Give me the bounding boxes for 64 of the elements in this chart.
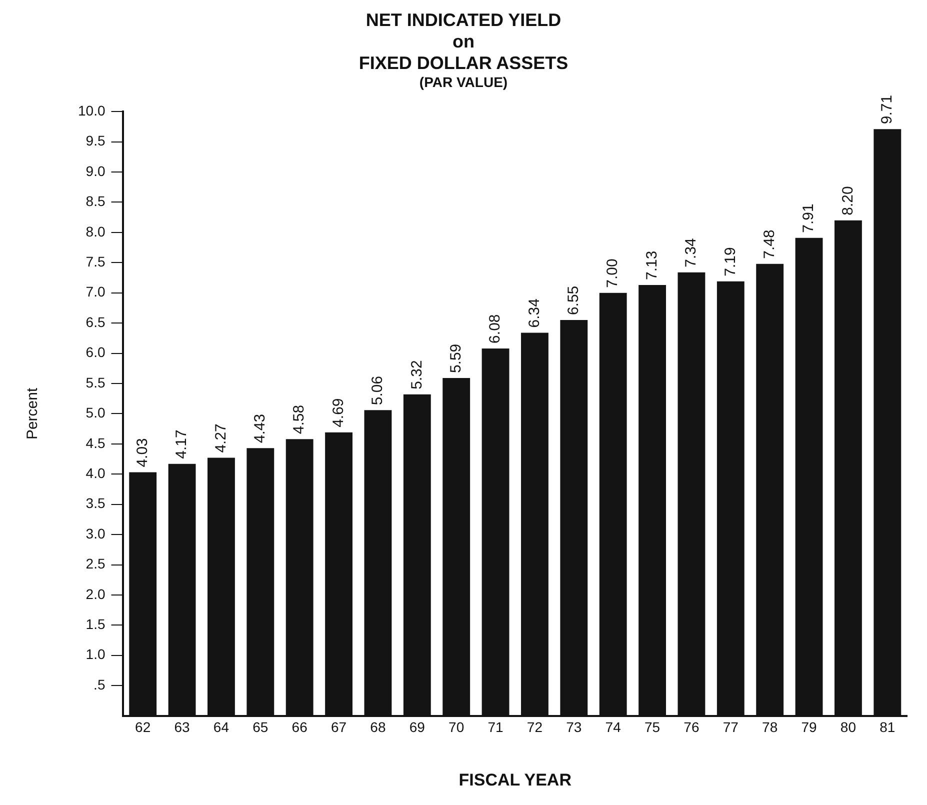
data-label: 5.59 bbox=[447, 344, 464, 374]
y-tick-label: .5 bbox=[94, 676, 106, 692]
data-label: 8.20 bbox=[839, 186, 856, 216]
x-tick-label: 78 bbox=[762, 719, 778, 736]
y-tick-label: 10.0 bbox=[78, 102, 106, 118]
chart-title: NET INDICATED YIELD on FIXED DOLLAR ASSETS bbox=[358, 10, 568, 73]
x-tick-label: 74 bbox=[605, 719, 622, 736]
x-tick-label: 81 bbox=[880, 719, 896, 736]
data-label: 7.13 bbox=[643, 250, 660, 280]
data-label: 7.91 bbox=[800, 204, 818, 233]
y-tick-label: 5.5 bbox=[86, 374, 106, 390]
x-tick-label: 63 bbox=[174, 719, 190, 736]
y-tick-label: 7.5 bbox=[86, 254, 106, 270]
data-label: 7.48 bbox=[760, 230, 778, 259]
y-tick-label: 6.5 bbox=[86, 314, 106, 330]
y-tick-label: 2.5 bbox=[86, 556, 106, 572]
data-label: 6.08 bbox=[486, 314, 504, 344]
data-label: 4.17 bbox=[173, 430, 190, 459]
data-label: 6.55 bbox=[565, 286, 582, 316]
y-tick-label: 9.5 bbox=[86, 132, 106, 149]
x-tick-label: 80 bbox=[840, 719, 856, 736]
y-tick-label: 3.5 bbox=[86, 495, 106, 512]
y-tick-label: 3.0 bbox=[86, 525, 106, 542]
y-tick-label: 9.0 bbox=[86, 162, 106, 179]
x-tick-label: 65 bbox=[252, 719, 268, 736]
x-tick-label: 69 bbox=[409, 719, 426, 736]
x-tick-label: 79 bbox=[801, 719, 818, 736]
x-tick-label: 76 bbox=[684, 719, 700, 736]
data-label: 6.34 bbox=[526, 298, 543, 328]
x-tick-label: 70 bbox=[448, 719, 464, 736]
data-label: 7.19 bbox=[722, 247, 739, 276]
x-tick-label: 62 bbox=[135, 719, 151, 736]
y-tick-label: 8.5 bbox=[86, 193, 106, 210]
x-tick-label: 67 bbox=[330, 719, 347, 736]
y-tick-label: 6.0 bbox=[86, 344, 106, 360]
data-label: 4.27 bbox=[212, 424, 230, 453]
data-label: 5.06 bbox=[369, 376, 386, 406]
data-label: 5.32 bbox=[408, 360, 426, 390]
data-label: 7.34 bbox=[682, 238, 700, 268]
x-tick-label: 72 bbox=[526, 719, 543, 736]
x-tick-label: 77 bbox=[722, 719, 739, 736]
x-tick-label: 68 bbox=[370, 719, 386, 736]
data-label: 4.03 bbox=[134, 438, 151, 468]
data-label: 4.58 bbox=[290, 404, 308, 434]
data-label: 4.43 bbox=[252, 414, 269, 444]
y-tick-label: 1.0 bbox=[86, 646, 106, 662]
y-tick-label: 5.0 bbox=[86, 404, 106, 421]
y-tick-label: 4.0 bbox=[86, 464, 106, 481]
y-axis-title: Percent bbox=[24, 387, 42, 440]
x-tick-label: 66 bbox=[292, 719, 308, 736]
x-axis-title: FISCAL YEAR bbox=[458, 770, 572, 790]
x-tick-label: 75 bbox=[644, 719, 660, 736]
x-tick-label: 71 bbox=[488, 719, 504, 736]
y-tick-label: 2.0 bbox=[86, 586, 106, 602]
x-tick-label: 73 bbox=[566, 719, 582, 736]
x-tick-label: 64 bbox=[213, 719, 230, 736]
chart-subtitle: (PAR VALUE) bbox=[419, 74, 508, 90]
y-tick-label: 4.5 bbox=[86, 434, 106, 451]
data-label: 7.00 bbox=[604, 258, 622, 288]
data-label: 4.69 bbox=[330, 398, 347, 428]
data-label: 9.71 bbox=[878, 94, 896, 124]
y-tick-label: 8.0 bbox=[86, 223, 106, 240]
y-tick-label: 7.0 bbox=[86, 284, 106, 300]
y-tick-label: 1.5 bbox=[86, 616, 106, 632]
